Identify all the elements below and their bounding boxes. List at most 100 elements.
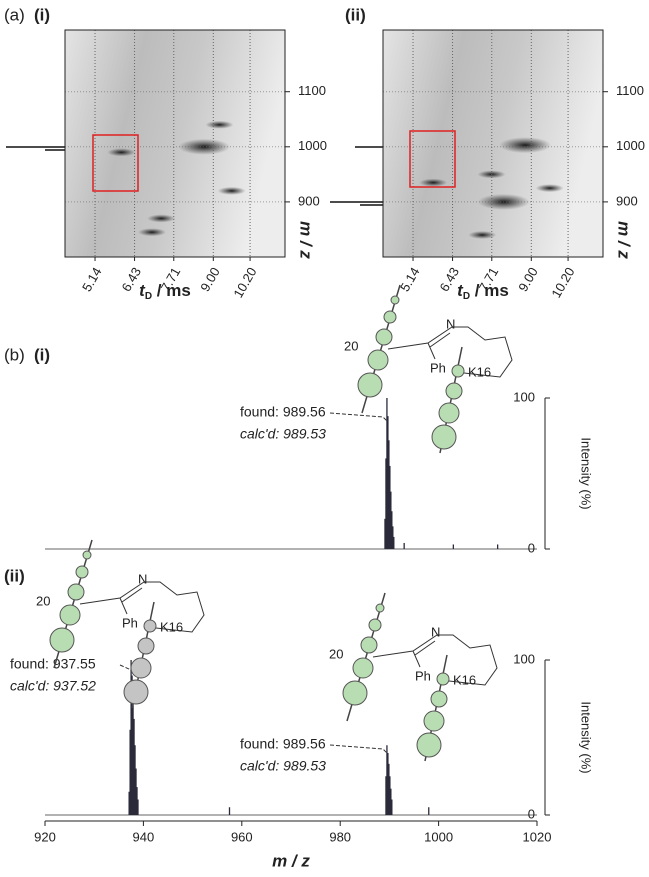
y-tick-label: 900: [616, 193, 638, 208]
x-tick-label: 960: [231, 829, 253, 844]
plot-frame: [64, 29, 286, 258]
residue: [357, 372, 383, 398]
x-tick-label: 10.20: [548, 265, 577, 301]
y-tick-label: 100: [513, 389, 535, 404]
residue: [383, 310, 397, 324]
y-tick-label: 1000: [298, 138, 327, 153]
projection: [6, 146, 383, 206]
bond: [429, 332, 451, 348]
panel-label: (i): [34, 5, 50, 24]
x-axis-label-part: t: [139, 281, 146, 300]
highlight-box: [409, 130, 456, 188]
structure: 20 N Ph K16: [36, 539, 205, 709]
atom-label: N: [431, 624, 440, 639]
spot: [499, 137, 552, 154]
residue: [438, 402, 460, 424]
x-axis-label-part: / ms: [470, 281, 509, 300]
residue-label: K16: [160, 619, 183, 634]
residue: [59, 604, 81, 626]
x-axis-label-part: t: [457, 281, 464, 300]
residue: [342, 680, 368, 706]
residue: [368, 618, 382, 632]
structure: 20 N Ph K16: [344, 284, 513, 454]
annotation: found: 989.56: [240, 736, 326, 752]
x-axis-label: tD / ms: [457, 281, 509, 301]
spot: [419, 178, 448, 187]
y-tick-label: 100: [513, 651, 535, 666]
bond: [412, 650, 421, 668]
spot: [217, 186, 246, 195]
heatmap-background: [65, 30, 285, 257]
highlight-box: [92, 134, 139, 192]
y-axis-label: m / z: [615, 221, 634, 259]
x-tick-label: 10.20: [230, 265, 259, 301]
residue: [423, 710, 445, 732]
y-tick-label: 1000: [616, 138, 645, 153]
group-label: Ph: [430, 360, 446, 375]
residue: [390, 295, 400, 305]
residue-label: K16: [468, 364, 491, 379]
residue: [436, 672, 450, 686]
residue: [75, 565, 89, 579]
plot-frame: [382, 29, 604, 258]
heatmap-background: [383, 30, 603, 257]
y-tick-label: 0: [528, 806, 535, 821]
x-axis-label-part: D: [463, 291, 470, 302]
annotation: found: 989.56: [240, 404, 326, 420]
panel-label: (ii): [4, 566, 25, 585]
x-tick-label: 920: [34, 829, 56, 844]
residue: [431, 424, 457, 450]
linker: [372, 634, 498, 686]
residue: [445, 382, 463, 400]
annotation: calc'd: 989.53: [240, 758, 326, 774]
x-axis-label-part: / ms: [152, 281, 191, 300]
spot: [535, 184, 564, 193]
bond: [121, 587, 143, 603]
y-tick-label: 1100: [616, 83, 644, 98]
spot: [205, 120, 234, 129]
annotation: found: 937.55: [10, 656, 96, 672]
bond: [414, 640, 436, 656]
residue: [352, 657, 374, 679]
y-tick-label: 900: [298, 193, 320, 208]
residue: [375, 603, 385, 613]
spot: [147, 214, 176, 223]
residue: [367, 349, 389, 371]
atom-label: N: [446, 316, 455, 331]
x-axis-label: m / z: [272, 851, 310, 870]
residue-label: 20: [344, 338, 358, 353]
x-axis-label-part: D: [145, 291, 152, 302]
bond: [427, 342, 436, 360]
x-tick-label: 9.00: [197, 265, 223, 294]
residue: [416, 732, 442, 758]
residue: [451, 364, 465, 378]
structure: 20 N Ph K16: [329, 592, 498, 762]
residue-label: K16: [453, 672, 476, 687]
atom-label: N: [138, 571, 147, 586]
residue: [143, 619, 157, 633]
group-label: Ph: [415, 668, 431, 683]
leader: [329, 412, 388, 422]
bond: [119, 597, 128, 615]
residue: [430, 690, 448, 708]
spot: [468, 230, 497, 239]
residue: [67, 583, 85, 601]
residue: [375, 328, 393, 346]
y-tick-label: 0: [528, 540, 535, 555]
linker: [79, 581, 205, 633]
y-axis-label: Intensity (%): [579, 701, 594, 773]
x-tick-label: 9.00: [515, 265, 541, 294]
residue: [123, 679, 149, 705]
x-tick-label: 980: [329, 829, 351, 844]
x-tick-label: 1020: [523, 829, 552, 844]
annotation: calc'd: 989.53: [240, 426, 326, 442]
group-label: Ph: [122, 615, 138, 630]
y-tick-label: 1100: [298, 83, 326, 98]
spot: [138, 228, 167, 237]
linker: [387, 326, 513, 378]
spot: [178, 138, 231, 155]
x-axis-label: tD / ms: [139, 281, 191, 301]
annotation: calc'd: 937.52: [10, 678, 96, 694]
x-tick-label: 940: [133, 829, 155, 844]
